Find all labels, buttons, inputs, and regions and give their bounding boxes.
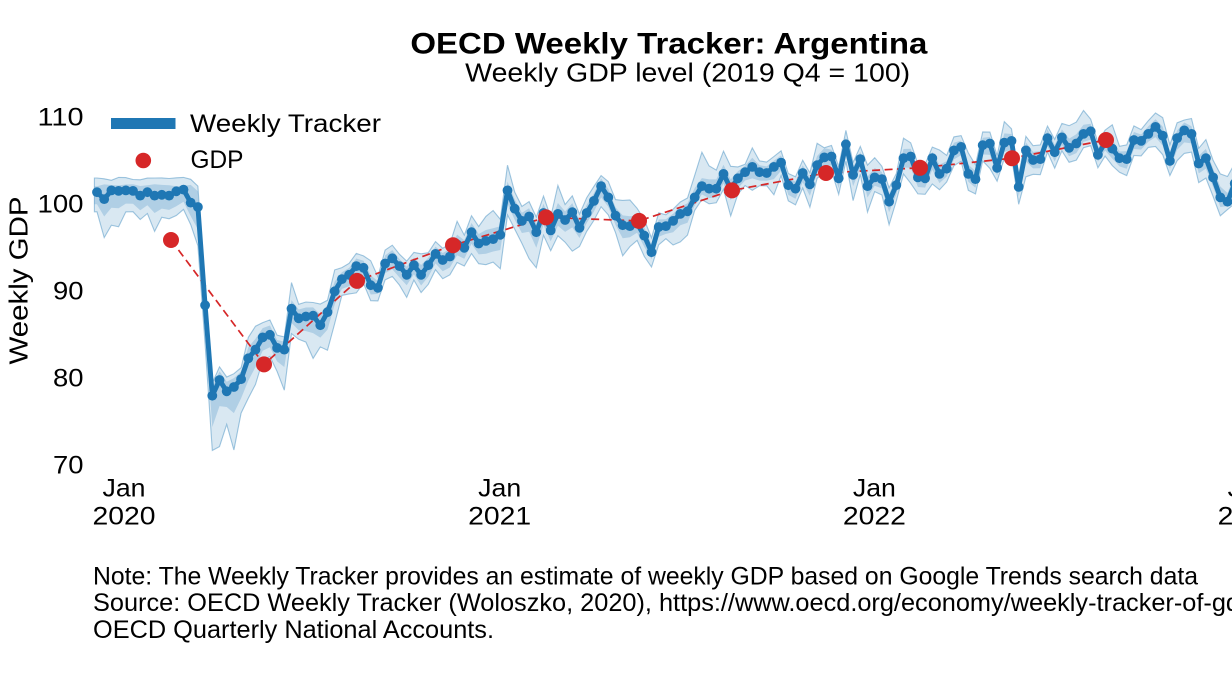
svg-text:2021: 2021 [468,503,531,531]
svg-text:GDP: GDP [191,146,244,174]
svg-text:Jan: Jan [1228,475,1232,503]
svg-text:Jan: Jan [103,475,146,503]
svg-text:Weekly GDP level (2019 Q4 = 10: Weekly GDP level (2019 Q4 = 100) [465,60,910,88]
svg-text:Jan: Jan [853,475,896,503]
svg-text:80: 80 [53,365,84,393]
svg-text:OECD Weekly Tracker: Argentina: OECD Weekly Tracker: Argentina [410,28,928,61]
svg-text:2023: 2023 [1218,503,1232,531]
svg-text:Weekly Tracker: Weekly Tracker [190,110,381,138]
svg-text:110: 110 [38,104,84,132]
svg-text:Source: OECD Weekly Tracker (W: Source: OECD Weekly Tracker (Woloszko, 2… [93,590,1232,617]
svg-text:Jan: Jan [478,475,521,503]
svg-text:Note: The Weekly Tracker provi: Note: The Weekly Tracker provides an est… [93,563,1198,590]
svg-text:Weekly GDP: Weekly GDP [6,197,34,365]
svg-text:OECD Quarterly National Accoun: OECD Quarterly National Accounts. [93,617,494,644]
svg-text:2022: 2022 [843,503,906,531]
svg-text:2020: 2020 [93,503,156,531]
svg-text:70: 70 [53,452,84,480]
svg-text:100: 100 [38,191,84,219]
svg-text:90: 90 [53,278,84,306]
